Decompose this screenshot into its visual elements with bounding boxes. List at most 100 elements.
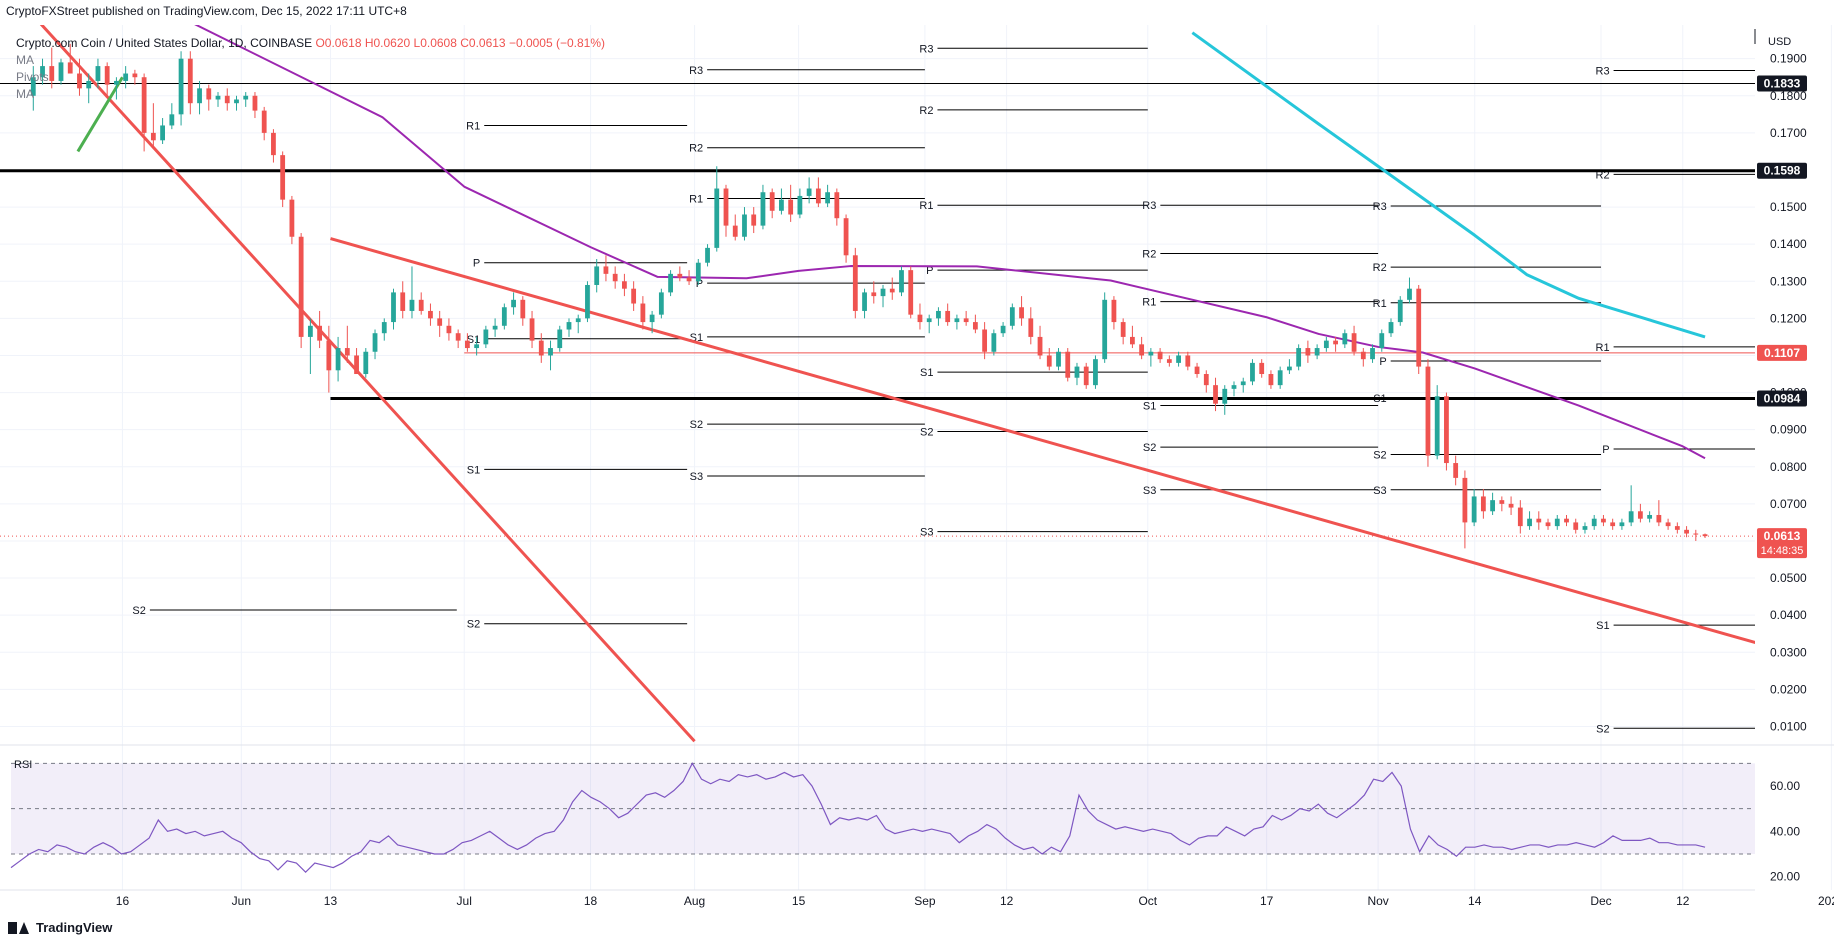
- candle-body: [1314, 348, 1320, 356]
- price-tag: [1757, 528, 1807, 559]
- candle-body: [603, 266, 609, 274]
- pivot-label: R2: [919, 105, 933, 117]
- candle-body: [289, 199, 295, 237]
- candle-body: [1277, 370, 1283, 386]
- pivot-label: R1: [1142, 297, 1156, 309]
- candle-body: [612, 273, 618, 282]
- candle-body: [1203, 374, 1209, 386]
- candle-body: [686, 277, 692, 282]
- pivot-label: S3: [1143, 485, 1156, 497]
- pivot-label: S2: [1143, 442, 1156, 454]
- candle-body: [307, 325, 313, 337]
- candle-body: [455, 333, 461, 341]
- candle-body: [1444, 396, 1449, 464]
- price-tag-label: 0.1833: [1764, 77, 1801, 91]
- candle-body: [1111, 299, 1117, 323]
- rsi-line: [10, 762, 1706, 873]
- candle-body: [1093, 359, 1098, 386]
- candle-body: [1619, 522, 1625, 527]
- candle-body: [852, 255, 858, 311]
- candle-body: [67, 62, 73, 74]
- candle-body: [834, 192, 840, 219]
- x-tick-label: 14: [1468, 894, 1482, 908]
- trendline: [76, 76, 124, 153]
- candle-body: [1582, 526, 1588, 530]
- moving-average-line: [1191, 31, 1706, 339]
- x-tick-label: Aug: [684, 894, 705, 908]
- candle-body: [815, 188, 821, 204]
- candle-body: [1342, 333, 1348, 345]
- candle-body: [1601, 518, 1606, 523]
- candle-body: [1185, 355, 1191, 367]
- candle-body: [751, 214, 757, 226]
- candle-body: [1287, 366, 1292, 371]
- candle-body: [1388, 322, 1394, 334]
- indicator-ma-1[interactable]: MA: [16, 53, 34, 67]
- x-tick-label: 17: [1260, 894, 1274, 908]
- candle-body: [1471, 496, 1477, 523]
- tradingview-footer[interactable]: TradingView: [8, 920, 112, 935]
- candle-body: [381, 322, 387, 334]
- countdown-label: 14:48:35: [1761, 545, 1804, 557]
- candle-body: [779, 199, 784, 211]
- candle-body: [723, 188, 729, 226]
- candle-body: [871, 292, 877, 297]
- pivot-label: S2: [690, 419, 703, 431]
- price-tag-label: 0.1598: [1764, 164, 1801, 178]
- tradingview-logo-icon: [8, 921, 30, 934]
- candle-body: [714, 188, 720, 248]
- candle-body: [1259, 362, 1265, 375]
- tradingview-brand: TradingView: [36, 920, 113, 935]
- indicator-ma-2[interactable]: MA: [16, 87, 34, 101]
- x-tick-label: Jun: [232, 894, 251, 908]
- candle-body: [982, 329, 988, 352]
- ohlc-readout: O0.0618 H0.0620 L0.0608 C0.0613 −0.0005 …: [315, 36, 606, 50]
- candle-body: [464, 340, 470, 349]
- candle-body: [1370, 348, 1375, 360]
- candle-body: [1166, 359, 1172, 363]
- x-tick-label: Dec: [1590, 894, 1611, 908]
- candle-body: [649, 314, 655, 323]
- candle-body: [1397, 299, 1403, 323]
- candle-body: [1517, 507, 1523, 527]
- candle-body: [261, 110, 267, 133]
- pivot-label: P: [926, 265, 933, 277]
- candle-body: [862, 292, 867, 311]
- candle-body: [1564, 518, 1569, 523]
- candle-body: [1129, 336, 1135, 345]
- x-tick-label: 13: [324, 894, 338, 908]
- candle-body: [566, 322, 572, 330]
- candle-body: [1610, 522, 1616, 527]
- candle-body: [520, 299, 526, 319]
- pivot-label: P: [1379, 356, 1386, 368]
- candle-body: [104, 66, 110, 85]
- candle-body: [1296, 348, 1302, 367]
- candle-body: [1637, 511, 1643, 519]
- pivot-label: S1: [920, 367, 933, 379]
- pivot-label: S1: [1596, 620, 1609, 632]
- candle-body: [806, 188, 812, 196]
- pivot-label: R3: [1142, 200, 1156, 212]
- candle-body: [1591, 518, 1597, 527]
- candle-body: [1065, 351, 1071, 378]
- pivot-label: P: [1602, 444, 1609, 456]
- indicator-pivots[interactable]: Pivots: [16, 70, 49, 84]
- candle-body: [945, 310, 951, 323]
- price-tag: [1757, 162, 1807, 179]
- x-tick-label: 12: [1000, 894, 1014, 908]
- candle-body: [271, 132, 276, 156]
- rsi-tick-label: 60.00: [1770, 779, 1800, 793]
- candle-body: [1434, 396, 1440, 456]
- candle-body: [1240, 381, 1246, 386]
- candle-body: [123, 73, 129, 81]
- candle-body: [446, 325, 452, 334]
- candle-body: [160, 125, 165, 141]
- pivot-label: R3: [1596, 66, 1610, 78]
- candle-body: [224, 95, 230, 104]
- pivot-label: R1: [919, 200, 933, 212]
- trendline: [330, 237, 1755, 645]
- candle-body: [640, 303, 646, 323]
- candle-body: [1527, 518, 1532, 527]
- candle-body: [483, 329, 489, 345]
